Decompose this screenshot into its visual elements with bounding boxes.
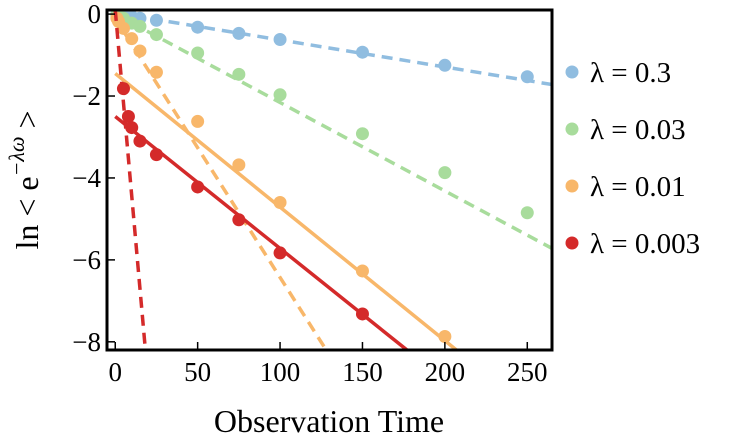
fit-line-dashed-3-0 xyxy=(113,10,148,350)
data-point-0-5 xyxy=(149,13,163,27)
fit-line-dashed-2-0 xyxy=(113,17,328,350)
data-point-2-7 xyxy=(232,158,246,172)
plot-frame xyxy=(105,8,554,352)
legend-label-3: λ = 0.003 xyxy=(590,228,700,260)
legend-marker-2 xyxy=(565,179,579,193)
data-point-2-3 xyxy=(125,32,139,46)
data-point-1-5 xyxy=(149,28,163,42)
data-point-0-7 xyxy=(232,26,246,40)
legend-marker-1 xyxy=(565,122,579,136)
legend-label-2: λ = 0.01 xyxy=(590,171,686,203)
data-point-0-11 xyxy=(520,70,534,84)
x-tick-label: 150 xyxy=(342,357,383,387)
series-2 xyxy=(110,11,458,350)
y-axis-label-close: > xyxy=(9,110,45,136)
data-point-1-6 xyxy=(191,46,205,60)
y-axis-ticks: 0 −2 −4 −6 −8 xyxy=(72,0,115,357)
y-axis-label-main: ln < e xyxy=(9,176,45,249)
x-axis-ticks: 0 50 100 150 200 250 xyxy=(108,342,548,387)
series-3 xyxy=(113,10,409,350)
fit-line-solid-2-1 xyxy=(114,72,458,350)
data-point-2-5 xyxy=(149,65,163,79)
data-point-1-7 xyxy=(232,67,246,81)
data-point-3-7 xyxy=(273,246,287,260)
data-point-3-5 xyxy=(191,180,205,194)
y-tick-label: −6 xyxy=(72,245,101,275)
data-point-2-8 xyxy=(273,196,287,210)
data-point-1-4 xyxy=(133,19,147,33)
y-axis-label: ln < e−λω > xyxy=(4,110,45,249)
data-point-1-10 xyxy=(438,166,452,180)
series-layer xyxy=(110,10,552,350)
x-tick-label: 50 xyxy=(184,357,211,387)
series-0 xyxy=(110,10,552,87)
data-point-2-4 xyxy=(133,44,147,58)
x-axis-label: Observation Time xyxy=(214,403,444,439)
y-tick-label: 0 xyxy=(88,0,102,29)
fit-line-dashed-1-0 xyxy=(114,12,552,250)
data-point-1-9 xyxy=(355,127,369,141)
data-point-1-11 xyxy=(520,206,534,220)
y-tick-label: −4 xyxy=(72,163,101,193)
x-tick-label: 250 xyxy=(507,357,548,387)
y-tick-label: −2 xyxy=(72,81,101,111)
data-point-3-6 xyxy=(232,213,246,227)
x-tick-label: 200 xyxy=(425,357,466,387)
legend: λ = 0.3 λ = 0.03 λ = 0.01 λ = 0.003 xyxy=(565,57,700,260)
legend-marker-0 xyxy=(565,65,579,79)
x-tick-label: 100 xyxy=(260,357,301,387)
data-point-2-10 xyxy=(438,329,452,343)
data-point-0-9 xyxy=(355,45,369,59)
data-point-1-8 xyxy=(273,88,287,102)
data-point-3-2 xyxy=(125,121,139,135)
data-point-3-3 xyxy=(133,134,147,148)
legend-label-1: λ = 0.03 xyxy=(590,114,686,146)
data-point-3-8 xyxy=(355,307,369,321)
x-tick-label: 0 xyxy=(108,357,122,387)
legend-marker-3 xyxy=(565,236,579,250)
series-1 xyxy=(110,10,552,250)
data-point-0-8 xyxy=(273,32,287,46)
data-point-2-6 xyxy=(191,114,205,128)
data-point-3-4 xyxy=(149,148,163,162)
fit-line-dashed-0-0 xyxy=(114,11,552,87)
data-point-0-6 xyxy=(191,20,205,34)
data-point-3-0 xyxy=(116,82,130,96)
legend-label-0: λ = 0.3 xyxy=(590,57,671,89)
y-axis-label-exponent: −λω xyxy=(4,136,29,176)
data-point-3-1 xyxy=(121,110,135,124)
data-point-2-2 xyxy=(116,21,130,35)
data-point-0-10 xyxy=(438,58,452,72)
data-point-2-9 xyxy=(355,264,369,278)
y-tick-label: −8 xyxy=(72,327,101,357)
